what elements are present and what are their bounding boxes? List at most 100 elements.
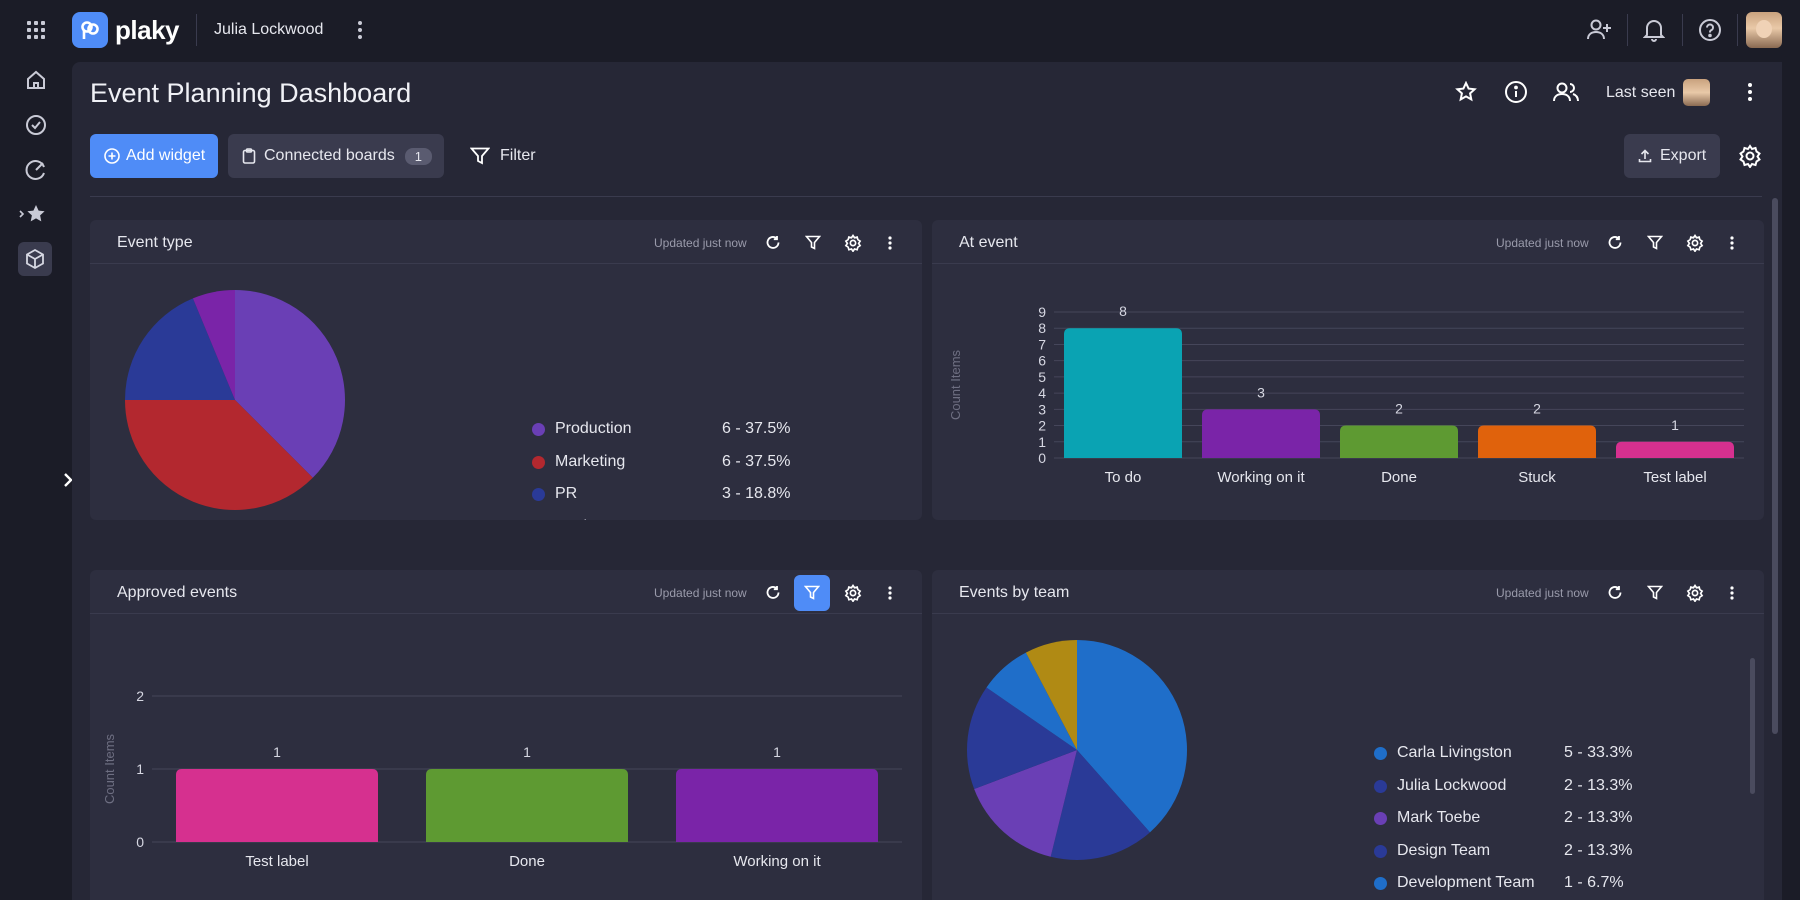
legend-item[interactable]: Design 1 - 6.3% [532, 518, 862, 521]
widget-filter-active-icon[interactable] [794, 575, 830, 611]
help-icon[interactable] [1696, 16, 1724, 44]
legend-item[interactable]: Design Team 2 - 13.3% [1374, 842, 1704, 862]
widget-event-type: Event type Updated just now Production 6 … [90, 220, 922, 520]
y-tick-label: 5 [1038, 369, 1046, 385]
pie-slice-fab-collab[interactable] [1025, 640, 1077, 750]
widget-more-icon[interactable] [1724, 582, 1740, 604]
bar-done[interactable] [426, 769, 628, 842]
connected-boards-label: Connected boards [264, 147, 395, 164]
home-icon[interactable] [22, 66, 50, 94]
refresh-icon[interactable] [762, 582, 784, 604]
clipboard-icon [242, 148, 256, 164]
dashboard-gauge-icon[interactable] [22, 156, 50, 184]
favorites-star-icon[interactable] [16, 200, 50, 228]
filter-button[interactable]: Filter [460, 134, 550, 178]
pie-slice-julia-lockwood[interactable] [1050, 750, 1150, 860]
add-user-icon[interactable] [1584, 16, 1614, 44]
connected-boards-button[interactable]: Connected boards 1 [228, 134, 444, 178]
apps-grid-icon[interactable] [22, 16, 50, 44]
legend-label: Production [555, 420, 632, 437]
legend-item[interactable]: Marketing 6 - 37.5% [532, 453, 862, 473]
widget-more-icon[interactable] [1724, 232, 1740, 254]
divider [1737, 14, 1738, 46]
legend-label: Design Team [1397, 841, 1491, 859]
export-button[interactable]: Export [1624, 134, 1720, 178]
y-tick-label: 4 [1038, 385, 1046, 401]
legend-value: 2 - 13.3% [1564, 809, 1633, 826]
bar-test-label[interactable] [1616, 441, 1734, 458]
legend-item[interactable]: Development Team 1 - 6.7% [1374, 874, 1704, 894]
legend-item[interactable]: Mark Toebe 2 - 13.3% [1374, 809, 1704, 829]
dashboard-settings-icon[interactable] [1736, 142, 1764, 170]
board-more-icon[interactable] [1740, 78, 1760, 106]
legend-label: Mark Toebe [1397, 809, 1481, 826]
legend-label: Carla Livingston [1397, 744, 1512, 761]
updated-status: Updated just now [1496, 236, 1589, 250]
widget-more-icon[interactable] [882, 582, 898, 604]
widget-title: Approved events [117, 584, 238, 601]
legend-item[interactable]: PR 3 - 18.8% [532, 485, 862, 505]
pie-slice-development-team[interactable] [986, 652, 1077, 750]
pie-slice-carla-livingston[interactable] [1077, 640, 1187, 833]
workspace-user-name[interactable]: Julia Lockwood [214, 21, 324, 38]
app-logo[interactable]: plaky [72, 12, 180, 48]
legend-value: 3 - 18.8% [722, 485, 791, 502]
star-icon[interactable] [1452, 78, 1480, 106]
legend-swatch [1374, 779, 1387, 793]
legend-swatch [532, 423, 545, 436]
widget-more-icon[interactable] [882, 232, 898, 254]
legend-item[interactable]: Carla Livingston 5 - 33.3% [1374, 744, 1704, 764]
workspace-icon[interactable] [18, 242, 52, 276]
refresh-icon[interactable] [762, 232, 784, 254]
y-tick-label: 2 [136, 688, 144, 704]
pie-slice-design-team[interactable] [967, 687, 1077, 790]
legend-item[interactable]: Julia Lockwood 2 - 13.3% [1374, 777, 1704, 797]
main-content: Event Planning Dashboard Last seen Add w… [72, 62, 1782, 900]
members-icon[interactable] [1550, 78, 1582, 106]
widget-filter-icon[interactable] [1644, 232, 1666, 254]
pie-slice-design[interactable] [192, 290, 235, 400]
widget-scrollbar[interactable] [1750, 658, 1755, 794]
widget-settings-icon[interactable] [1684, 232, 1706, 254]
legend-value: 1 - 6.3% [722, 518, 782, 521]
legend-item[interactable]: Production 6 - 37.5% [532, 420, 862, 440]
widget-filter-icon[interactable] [1644, 582, 1666, 604]
legend-value: 2 - 13.3% [1564, 841, 1633, 859]
y-tick-label: 9 [1038, 304, 1046, 320]
widget-settings-icon[interactable] [842, 582, 864, 604]
y-tick-label: 2 [1038, 418, 1046, 434]
divider [1682, 14, 1683, 46]
refresh-icon[interactable] [1604, 582, 1626, 604]
main-scrollbar[interactable] [1772, 198, 1778, 734]
pie-slice-production[interactable] [235, 290, 345, 478]
widget-filter-icon[interactable] [802, 232, 824, 254]
pie-slice-marketing[interactable] [124, 400, 313, 510]
widget-settings-icon[interactable] [842, 232, 864, 254]
info-icon[interactable] [1502, 78, 1530, 106]
bar-working-on-it[interactable] [1202, 409, 1320, 458]
last-seen-avatar[interactable] [1683, 79, 1710, 106]
refresh-icon[interactable] [1604, 232, 1626, 254]
user-avatar[interactable] [1746, 12, 1782, 48]
widget-settings-icon[interactable] [1684, 582, 1706, 604]
more-vertical-icon[interactable] [350, 18, 370, 42]
legend-value: 2 - 13.3% [1564, 776, 1633, 794]
pie-slice-pr[interactable] [125, 298, 235, 400]
bar-working-on-it[interactable] [676, 769, 878, 842]
logo-text: plaky [115, 14, 180, 45]
bar-done[interactable] [1340, 425, 1458, 458]
pie-slice-mark-toebe[interactable] [974, 750, 1077, 857]
add-widget-button[interactable]: Add widget [90, 134, 218, 178]
widget-header: Events by team Updated just now [932, 570, 1764, 614]
legend-label: Design [555, 518, 605, 521]
bar-to-do[interactable] [1064, 328, 1182, 458]
bar-stuck[interactable] [1478, 425, 1596, 458]
check-circle-icon[interactable] [22, 111, 50, 139]
last-seen-label[interactable]: Last seen [1606, 84, 1676, 101]
bar-test-label[interactable] [176, 769, 378, 842]
bell-icon[interactable] [1640, 16, 1668, 44]
expand-sidebar-icon[interactable] [58, 468, 78, 492]
updated-status: Updated just now [654, 586, 747, 600]
widget-at-event: At event Updated just now 0 1 2 3 4 5 6 7 8 9 Coun… [932, 220, 1764, 520]
add-widget-label: Add widget [126, 147, 206, 164]
